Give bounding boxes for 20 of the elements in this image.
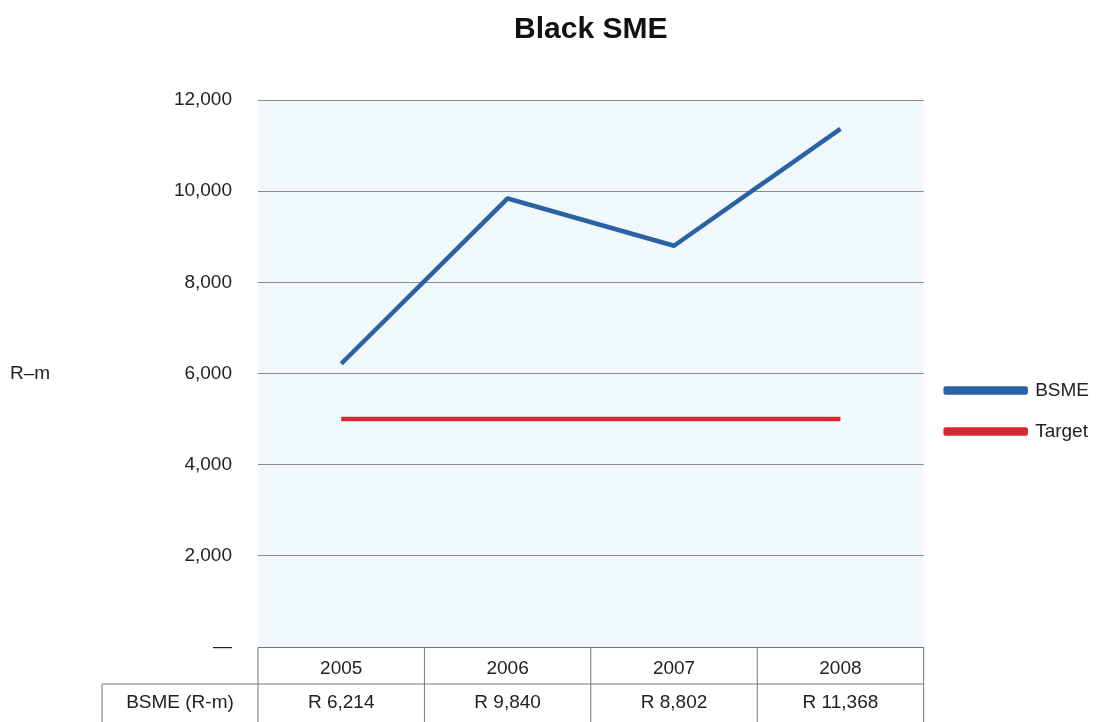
data-label: R 6,214 <box>307 691 375 713</box>
y-tick-label: 6,000 <box>184 361 232 383</box>
y-tick-label: 8,000 <box>184 270 232 292</box>
x-tick-label: 2005 <box>320 656 363 678</box>
chart-title: Black SME <box>514 11 668 45</box>
data-label: R 9,840 <box>474 691 541 713</box>
x-tick-label: 2008 <box>819 656 862 678</box>
x-tick-label: 2007 <box>652 656 696 678</box>
y-tick-label: — <box>213 635 232 657</box>
x-tick-label: 2006 <box>486 656 529 678</box>
y-tick-label: 12,000 <box>173 88 232 110</box>
y-tick-label: 2,000 <box>184 544 232 566</box>
legend-label: BSME <box>1035 378 1090 400</box>
text: BSME (R-m) <box>126 691 234 713</box>
y-tick-label: 4,000 <box>184 452 232 474</box>
data-label: R 11,368 <box>802 691 879 713</box>
y-tick-label: 10,000 <box>173 179 232 201</box>
legend-label: Target <box>1035 419 1089 441</box>
data-label: R 8,802 <box>640 691 708 713</box>
text: R–m <box>10 361 51 383</box>
